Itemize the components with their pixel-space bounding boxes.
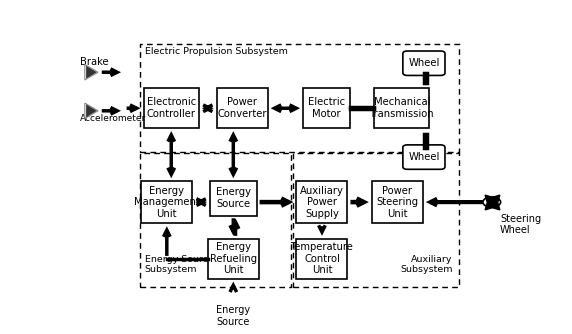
Text: Electric
Motor: Electric Motor: [308, 98, 345, 119]
Text: Temperature
Control
Unit: Temperature Control Unit: [291, 242, 353, 275]
Text: Energy
Management
Unit: Energy Management Unit: [134, 185, 200, 219]
Text: Power
Steering
Unit: Power Steering Unit: [376, 185, 418, 219]
Text: Power
Converter: Power Converter: [217, 98, 267, 119]
FancyBboxPatch shape: [141, 181, 192, 223]
Polygon shape: [86, 104, 97, 117]
Polygon shape: [86, 66, 97, 78]
Text: Steering
Wheel: Steering Wheel: [500, 214, 541, 235]
Text: Auxiliary
Power
Supply: Auxiliary Power Supply: [300, 185, 344, 219]
Text: Wheel: Wheel: [408, 58, 440, 68]
FancyBboxPatch shape: [296, 239, 347, 279]
Text: Accelerometer: Accelerometer: [80, 114, 146, 123]
FancyBboxPatch shape: [403, 145, 445, 169]
Text: Brake: Brake: [80, 57, 109, 67]
FancyBboxPatch shape: [372, 181, 423, 223]
FancyBboxPatch shape: [403, 51, 445, 75]
Text: Energy Source
Subsystem: Energy Source Subsystem: [145, 255, 213, 274]
FancyBboxPatch shape: [144, 88, 199, 128]
FancyBboxPatch shape: [296, 181, 347, 223]
Text: Energy
Source: Energy Source: [216, 305, 251, 327]
FancyBboxPatch shape: [374, 88, 430, 128]
Text: Electric Propulsion Subsystem: Electric Propulsion Subsystem: [145, 46, 288, 55]
Text: Mechanical
Transmission: Mechanical Transmission: [370, 98, 434, 119]
FancyBboxPatch shape: [210, 181, 257, 216]
Text: Energy
Source: Energy Source: [216, 187, 251, 209]
FancyBboxPatch shape: [303, 88, 349, 128]
Text: Electronic
Controller: Electronic Controller: [146, 98, 196, 119]
Text: Wheel: Wheel: [408, 152, 440, 162]
Text: Auxiliary
Subsystem: Auxiliary Subsystem: [400, 255, 453, 274]
FancyBboxPatch shape: [208, 239, 259, 279]
Text: Energy
Refueling
Unit: Energy Refueling Unit: [210, 242, 257, 275]
FancyBboxPatch shape: [217, 88, 268, 128]
